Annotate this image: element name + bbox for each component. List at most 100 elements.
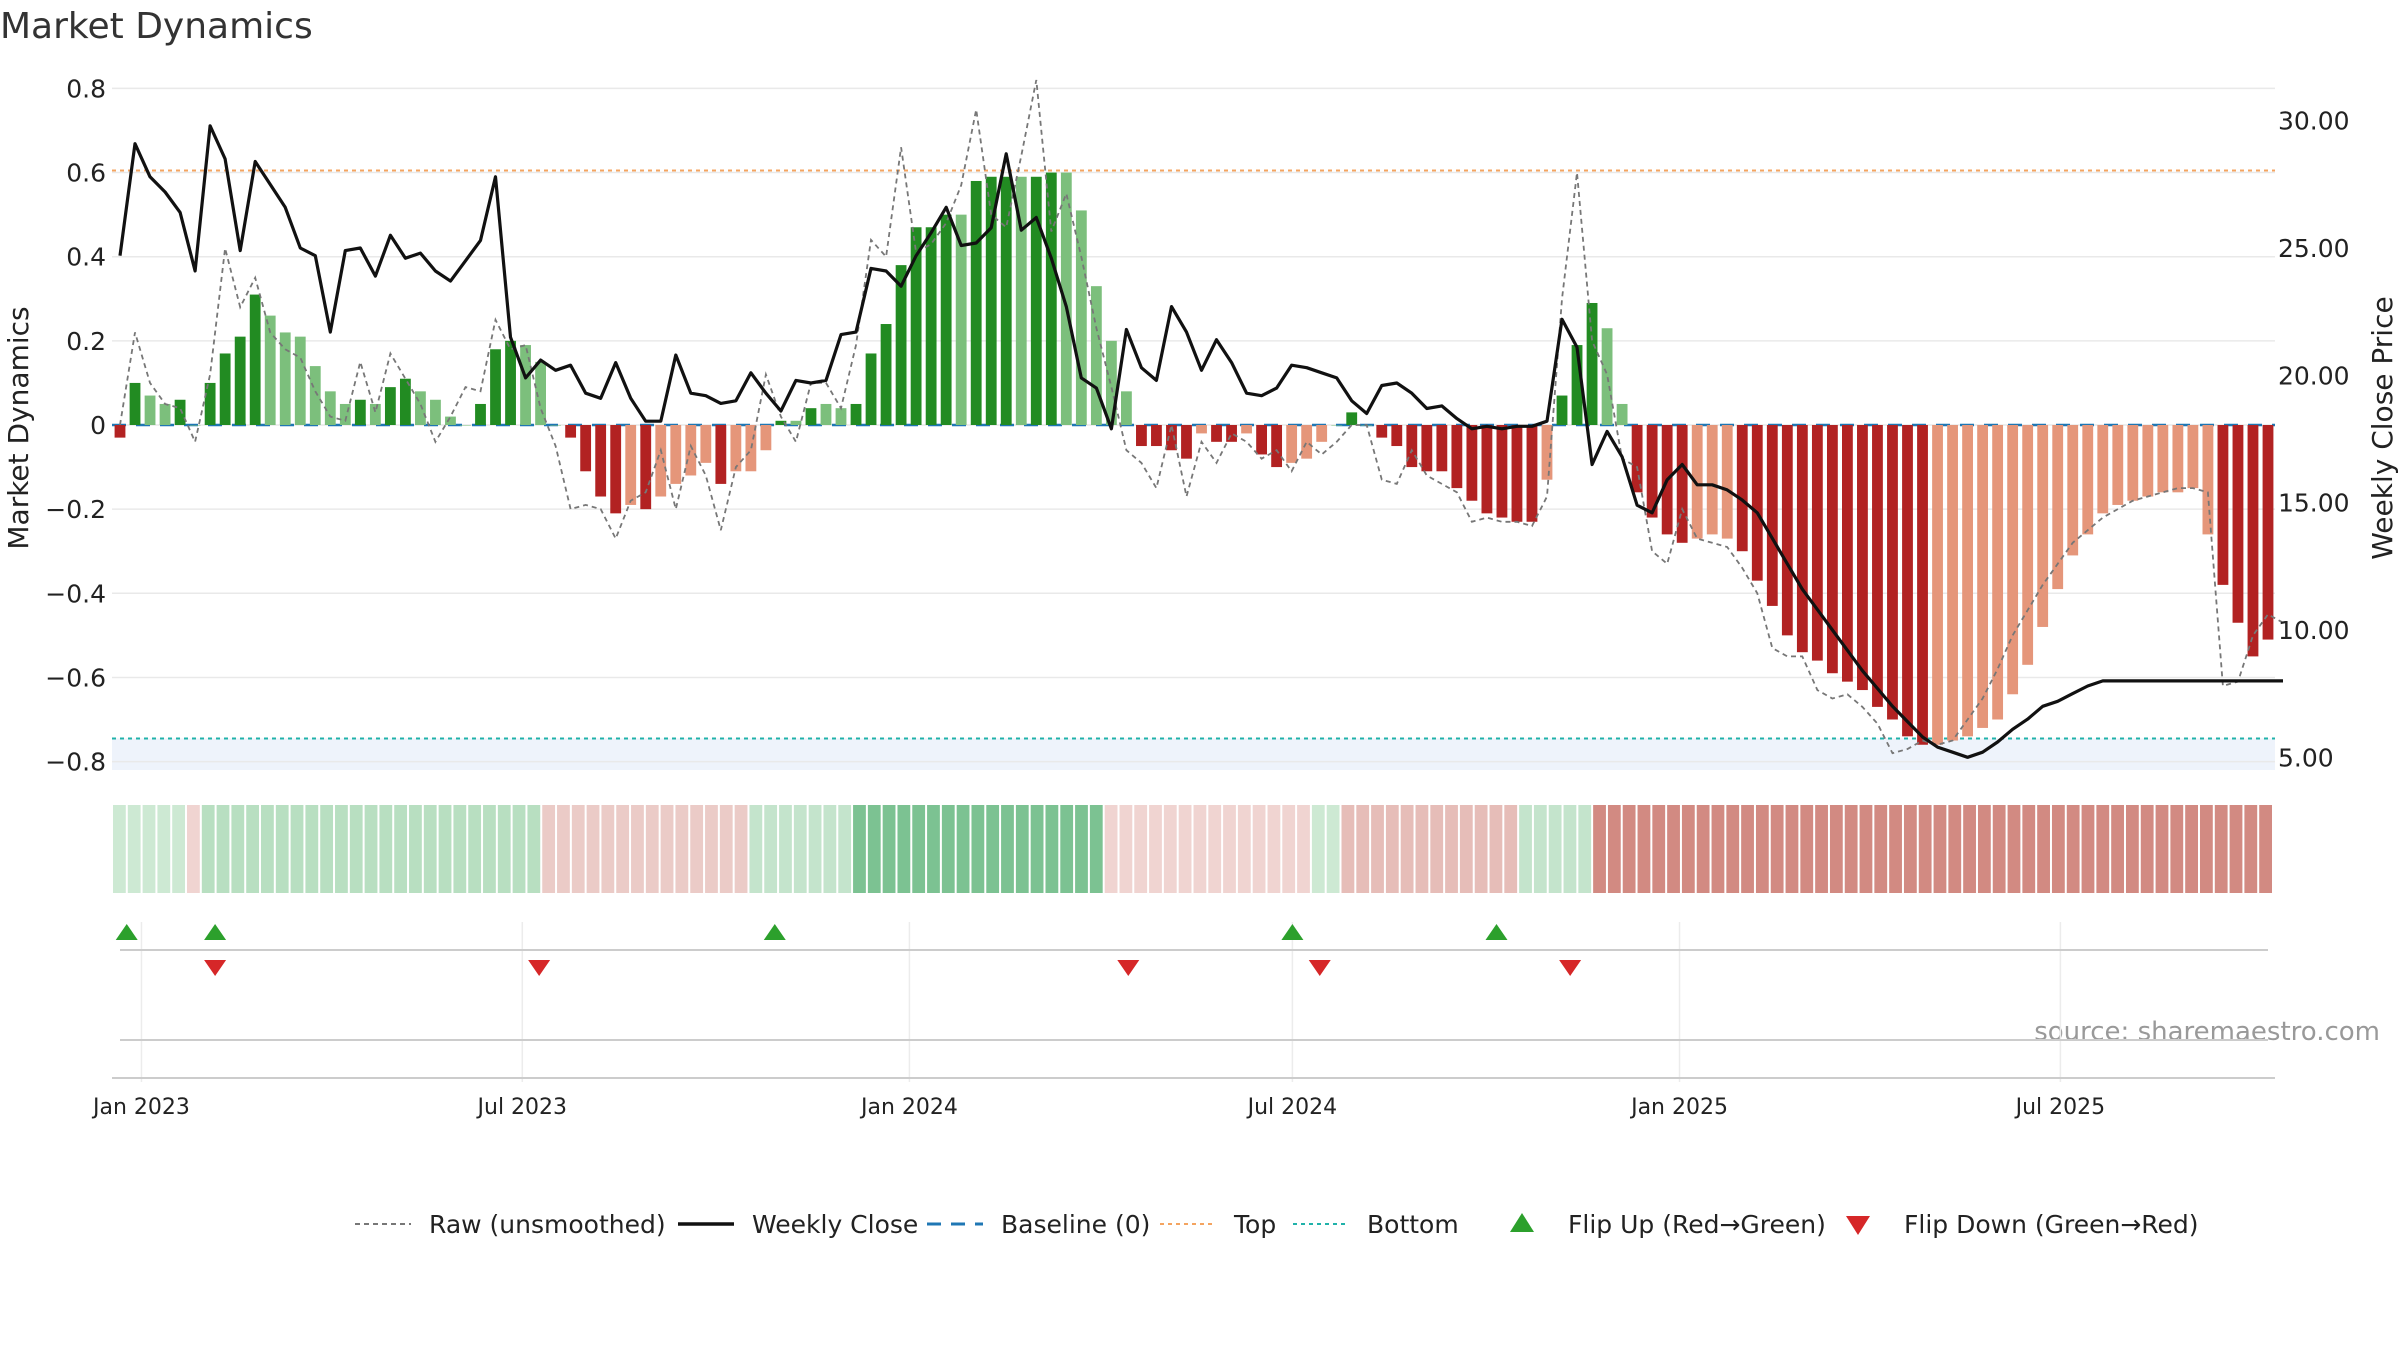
regime-strip-cell (1741, 805, 1754, 893)
dynamics-bar (1030, 176, 1042, 425)
regime-strip-cell (527, 805, 541, 893)
regime-strip-cell (2111, 805, 2124, 893)
regime-strip-cell (1223, 805, 1236, 893)
regime-strip-cell (838, 805, 852, 893)
dynamics-bar (114, 425, 126, 438)
regime-strip-cell (1400, 805, 1414, 893)
regime-strip-cell (113, 805, 126, 893)
regime-strip-cell (1844, 805, 1858, 893)
dynamics-bar (204, 382, 216, 425)
dynamics-bar (760, 425, 772, 451)
dynamics-bar (144, 395, 156, 425)
dynamics-bar (1421, 425, 1433, 472)
dynamics-bar (189, 425, 201, 426)
legend-entry: Bottom (1293, 1210, 1459, 1239)
dynamics-bar (294, 336, 306, 425)
regime-strip-cell (1252, 805, 1266, 893)
regime-strip-cell (1474, 805, 1488, 893)
dynamics-bar (1496, 425, 1508, 518)
regime-strip-cell (1548, 805, 1562, 893)
dynamics-bar (1090, 286, 1102, 425)
dynamics-bar (1136, 425, 1147, 447)
flip-markers-panel (115, 924, 2268, 1041)
dynamics-bar (970, 180, 982, 425)
dynamics-bar (2097, 425, 2109, 514)
regime-strip-cell (956, 805, 970, 893)
regime-strip-cell (2081, 805, 2095, 893)
regime-strip-cell (1563, 805, 1577, 893)
dynamics-bar (1436, 425, 1448, 472)
dynamics-bar (1196, 425, 1207, 434)
regime-strip-cell (601, 805, 615, 893)
dynamics-bar (1857, 425, 1868, 691)
dynamics-bar (1391, 425, 1403, 447)
dynamics-bar (550, 425, 562, 426)
regime-strip-cell (2259, 805, 2272, 893)
dynamics-bar (279, 332, 291, 425)
dynamics-bar (2112, 425, 2124, 505)
dynamics-bar (1241, 425, 1252, 434)
dynamics-bar (1166, 425, 1177, 451)
dynamics-bar (2172, 425, 2184, 493)
dynamics-bar (2022, 425, 2034, 665)
dynamics-bar (505, 340, 516, 425)
dynamics-bar (1992, 425, 2004, 720)
regime-strip-cell (1918, 805, 1932, 893)
dynamics-bar (2052, 425, 2064, 590)
dynamics-bar (1181, 425, 1192, 459)
legend-label: Flip Down (Green→Red) (1904, 1210, 2199, 1239)
dynamics-bar (324, 391, 336, 425)
regime-strip-cell (1415, 805, 1429, 893)
y-left-tick-label: −0.4 (45, 579, 106, 608)
dynamics-bar (1902, 425, 1913, 737)
dynamics-bar (685, 425, 697, 476)
regime-strip-cell (1519, 805, 1532, 893)
dynamics-bar (820, 403, 832, 425)
legend-entry: Baseline (0) (927, 1210, 1150, 1239)
y-left-tick-label: −0.2 (45, 495, 106, 524)
regime-strip-cell (453, 805, 467, 893)
dynamics-bar (1045, 172, 1057, 425)
regime-strip-cell (660, 805, 674, 893)
regime-strip-cell (2185, 805, 2198, 893)
regime-strip-cell (275, 805, 289, 893)
regime-strip-cell (853, 805, 866, 893)
regime-strip-cell (142, 805, 156, 893)
regime-strip-cell (631, 805, 644, 893)
dynamics-bar (625, 425, 637, 505)
dynamics-bar (1751, 425, 1763, 581)
regime-strip-cell (246, 805, 260, 893)
dynamics-bar (1691, 425, 1703, 539)
dynamics-bar (1451, 425, 1463, 489)
x-tick-label: Jan 2023 (91, 1095, 190, 1120)
regime-strip-cell (320, 805, 334, 893)
flip-up-marker (763, 924, 786, 940)
dynamics-bar (1226, 425, 1237, 442)
dynamics-bar (1000, 176, 1012, 425)
dynamics-bar (430, 399, 441, 425)
regime-strip-cell (216, 805, 230, 893)
regime-strip-cell (1267, 805, 1281, 893)
y-right-tick-label: 5.00 (2278, 743, 2334, 772)
axes-layer: 0.8 0.6 0.4 0.2 0 −0.2 −0.4 −0.6 −0.8 30.00 25.00 2… (45, 74, 2349, 1120)
regime-strip-cell (261, 805, 274, 893)
regime-strip-cell (1785, 805, 1799, 893)
regime-strip-cell (2096, 805, 2110, 893)
dynamics-bar (1721, 425, 1733, 539)
regime-strip-cell (364, 805, 378, 893)
regime-strip-cell (512, 805, 526, 893)
dynamics-bar (1962, 425, 1973, 737)
dynamics-bar (910, 227, 922, 425)
dynamics-bar (309, 366, 321, 425)
flip-down-marker (528, 960, 551, 976)
regime-strip-cell (1903, 805, 1917, 893)
regime-strip-cell (557, 805, 570, 893)
legend-entry: Flip Up (Red→Green) (1510, 1210, 1826, 1239)
regime-strip-cell (1667, 805, 1680, 893)
regime-strip-cell (1889, 805, 1902, 893)
lines-layer (118, 79, 2284, 759)
dynamics-bar (1481, 425, 1493, 514)
regime-strip-cell (468, 805, 482, 893)
regime-strip-cell (1208, 805, 1222, 893)
